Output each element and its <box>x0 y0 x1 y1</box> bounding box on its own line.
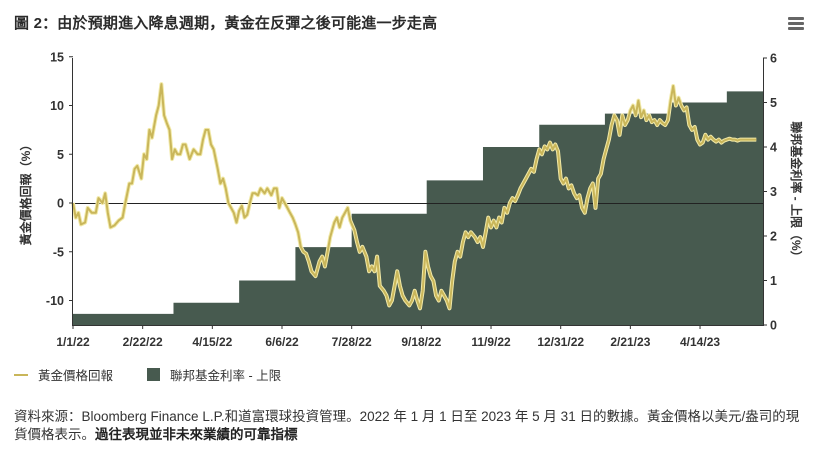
legend-fed-label: 聯邦基金利率 - 上限 <box>170 369 282 383</box>
svg-text:15: 15 <box>50 50 64 64</box>
right-axis-label: 聯邦基金利率 - 上限（%） <box>789 121 804 262</box>
source-text: 資料來源：Bloomberg Finance L.P.和道富環球投資管理。202… <box>14 409 800 442</box>
svg-text:2/22/22: 2/22/22 <box>123 335 163 349</box>
svg-text:3: 3 <box>770 185 777 199</box>
svg-text:5: 5 <box>770 96 777 110</box>
gold-return-line <box>72 83 757 310</box>
svg-text:4: 4 <box>770 141 777 155</box>
svg-text:-5: -5 <box>53 245 64 259</box>
x-axis-ticks: 1/1/22 2/22/22 4/15/22 6/6/22 7/28/22 9/18/22… <box>56 325 720 349</box>
source-note: 資料來源：Bloomberg Finance L.P.和道富環球投資管理。202… <box>14 408 804 444</box>
left-axis-label: 黃金價格回報（%） <box>18 139 33 247</box>
right-axis-ticks: 6 5 4 3 2 1 0 <box>763 52 777 333</box>
svg-text:12/31/22: 12/31/22 <box>537 335 584 349</box>
legend-item-gold[interactable]: 黃金價格回報 <box>14 365 113 384</box>
svg-text:1/1/22: 1/1/22 <box>56 335 90 349</box>
svg-text:6: 6 <box>770 52 777 66</box>
svg-text:5: 5 <box>57 148 64 162</box>
chart-title: 圖 2：由於預期進入降息週期，黃金在反彈之後可能進一步走高 <box>14 15 438 32</box>
fed-area-swatch-icon <box>147 368 161 381</box>
svg-text:6/6/22: 6/6/22 <box>265 335 299 349</box>
svg-text:11/9/22: 11/9/22 <box>471 335 511 349</box>
chart-legend: 黃金價格回報 聯邦基金利率 - 上限 <box>14 365 315 384</box>
gold-line-swatch-icon <box>14 373 28 376</box>
svg-text:2/21/23: 2/21/23 <box>610 335 650 349</box>
disclaimer-text: 過往表現並非未來業績的可靠指標 <box>95 427 298 442</box>
svg-text:1: 1 <box>770 274 777 288</box>
svg-text:0: 0 <box>57 197 64 211</box>
svg-text:2: 2 <box>770 230 777 244</box>
legend-item-fed[interactable]: 聯邦基金利率 - 上限 <box>147 365 281 384</box>
svg-text:-10: -10 <box>46 294 64 308</box>
svg-text:4/14/23: 4/14/23 <box>680 335 720 349</box>
left-axis-ticks: 15 10 5 0 -5 -10 <box>46 50 73 308</box>
svg-text:9/18/22: 9/18/22 <box>401 335 441 349</box>
svg-text:10: 10 <box>50 99 64 113</box>
fed-funds-rate-area <box>73 91 763 325</box>
svg-text:7/28/22: 7/28/22 <box>332 335 372 349</box>
legend-gold-label: 黃金價格回報 <box>38 369 114 383</box>
svg-text:0: 0 <box>770 319 777 333</box>
svg-text:4/15/22: 4/15/22 <box>192 335 232 349</box>
hamburger-menu-icon[interactable] <box>788 17 804 31</box>
